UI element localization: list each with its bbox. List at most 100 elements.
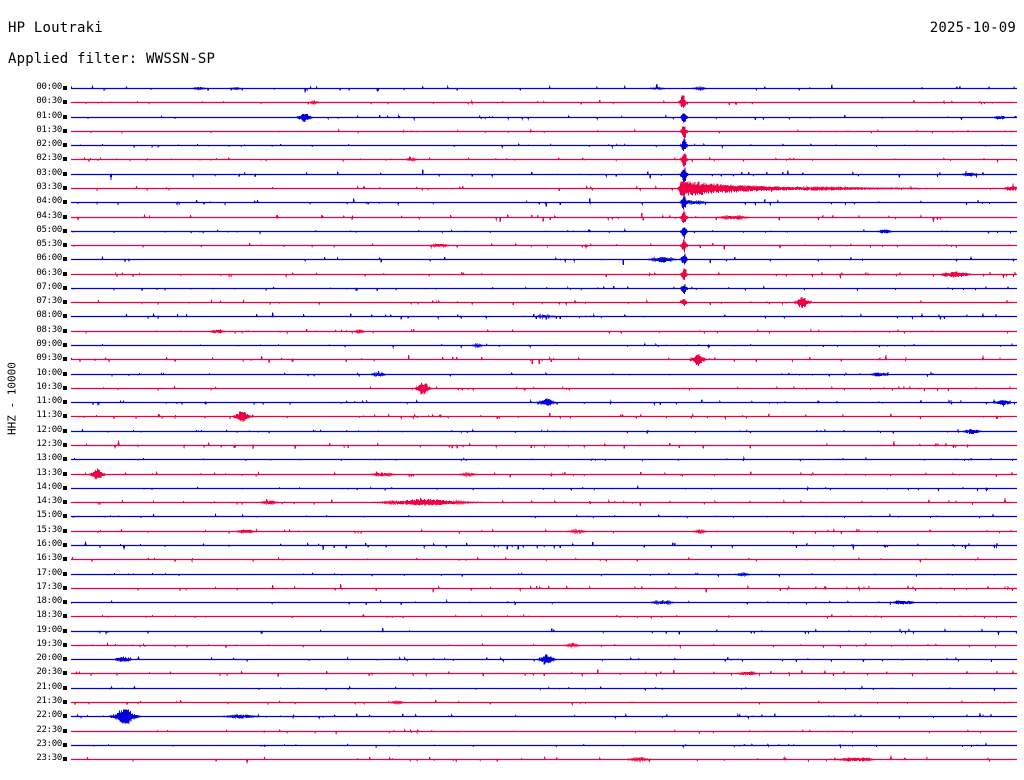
trace-waveform [71,95,1017,109]
seismic-trace [71,152,1017,167]
seismic-trace [71,638,1017,653]
trace-row: 19:30 [0,639,1024,659]
trace-path-svg [71,370,1017,378]
trace-row: 15:30 [0,525,1024,545]
trace-time-label: 06:00 [36,253,62,264]
trace-row: 10:00 [0,368,1024,388]
trace-row: 09:30 [0,353,1024,373]
trace-row: 01:00 [0,111,1024,131]
trace-waveform [71,113,1017,122]
trace-path-svg [71,167,1017,182]
trace-time-label: 07:00 [36,281,62,292]
trace-row: 17:00 [0,568,1024,588]
trace-waveform [71,125,1017,139]
trace-waveform [71,195,1017,210]
trace-waveform [71,210,1017,223]
trace-path-svg [71,728,1017,736]
trace-path-svg [71,411,1017,423]
trace-row: 06:30 [0,268,1024,288]
trace-waveform [71,584,1017,593]
trace-waveform [71,411,1017,423]
trace-row: 10:30 [0,382,1024,402]
trace-time-label: 16:30 [36,553,62,564]
seismic-trace [71,738,1017,753]
trace-path-svg [71,513,1017,520]
trace-row: 23:30 [0,753,1024,773]
seismic-trace [71,138,1017,153]
trace-row: 02:00 [0,138,1024,159]
axis-tick [63,700,67,705]
trace-waveform [71,456,1017,463]
seismic-trace [71,324,1017,339]
trace-waveform [71,627,1017,635]
trace-path-svg [71,153,1017,167]
seismic-trace [71,238,1017,253]
trace-path-svg [71,440,1017,449]
trace-time-label: 21:30 [36,696,62,707]
axis-tick [63,628,67,633]
trace-time-label: 23:00 [36,738,62,749]
trace-path-svg [71,382,1017,395]
trace-time-label: 17:00 [36,567,62,578]
seismic-trace [71,438,1017,453]
seismic-trace [71,495,1017,510]
trace-row: 03:30 [0,181,1024,202]
trace-waveform [71,741,1017,749]
trace-waveform [71,669,1017,678]
trace-time-label: 18:00 [36,596,62,607]
trace-row: 06:00 [0,253,1024,273]
trace-path-svg [71,741,1017,749]
trace-row: 22:00 [0,709,1024,730]
trace-waveform [71,138,1017,152]
seismic-trace [71,352,1017,367]
trace-row: 03:00 [0,167,1024,188]
axis-tick [63,314,67,319]
trace-waveform [71,497,1017,507]
seismic-trace [71,595,1017,610]
seismic-trace [71,724,1017,739]
trace-path-svg [71,84,1017,93]
trace-row: 22:30 [0,725,1024,745]
trace-row: 21:00 [0,682,1024,702]
trace-time-label: 22:30 [36,724,62,735]
trace-row: 21:30 [0,696,1024,716]
axis-tick [63,585,67,590]
helicorder-plot: 00:00 00:30 01:00 01:30 02:00 02:30 03:00 03:30… [0,78,1024,768]
trace-time-label: 05:00 [36,224,62,235]
axis-tick [63,443,67,447]
trace-time-label: 15:30 [36,524,62,535]
seismic-trace [71,338,1017,353]
trace-path-svg [71,398,1017,407]
trace-path-svg [71,328,1017,335]
trace-waveform [71,312,1017,321]
seismic-trace [71,295,1017,310]
trace-time-label: 11:30 [36,410,62,421]
trace-time-label: 10:00 [36,367,62,378]
trace-time-label: 14:00 [36,481,62,492]
axis-tick [63,157,67,162]
seismic-trace [71,252,1017,267]
axis-tick [63,285,67,290]
trace-path-svg [71,312,1017,321]
trace-time-label: 06:30 [36,267,62,278]
trace-waveform [71,699,1017,707]
date-label: 2025-10-09 [929,20,1016,36]
seismic-trace [71,681,1017,696]
trace-waveform [71,527,1017,535]
seismic-trace [71,395,1017,410]
trace-row: 12:30 [0,439,1024,459]
axis-tick [63,671,67,676]
trace-row: 08:00 [0,310,1024,330]
seismic-trace [71,95,1017,110]
axis-tick [63,128,67,133]
trace-row: 04:00 [0,195,1024,216]
trace-waveform [71,556,1017,564]
axis-tick [63,143,67,148]
seismic-trace [71,110,1017,125]
trace-waveform [71,153,1017,167]
trace-waveform [71,684,1017,692]
axis-tick [63,343,67,348]
trace-path-svg [71,584,1017,593]
trace-waveform [71,254,1017,266]
trace-row: 08:30 [0,325,1024,345]
